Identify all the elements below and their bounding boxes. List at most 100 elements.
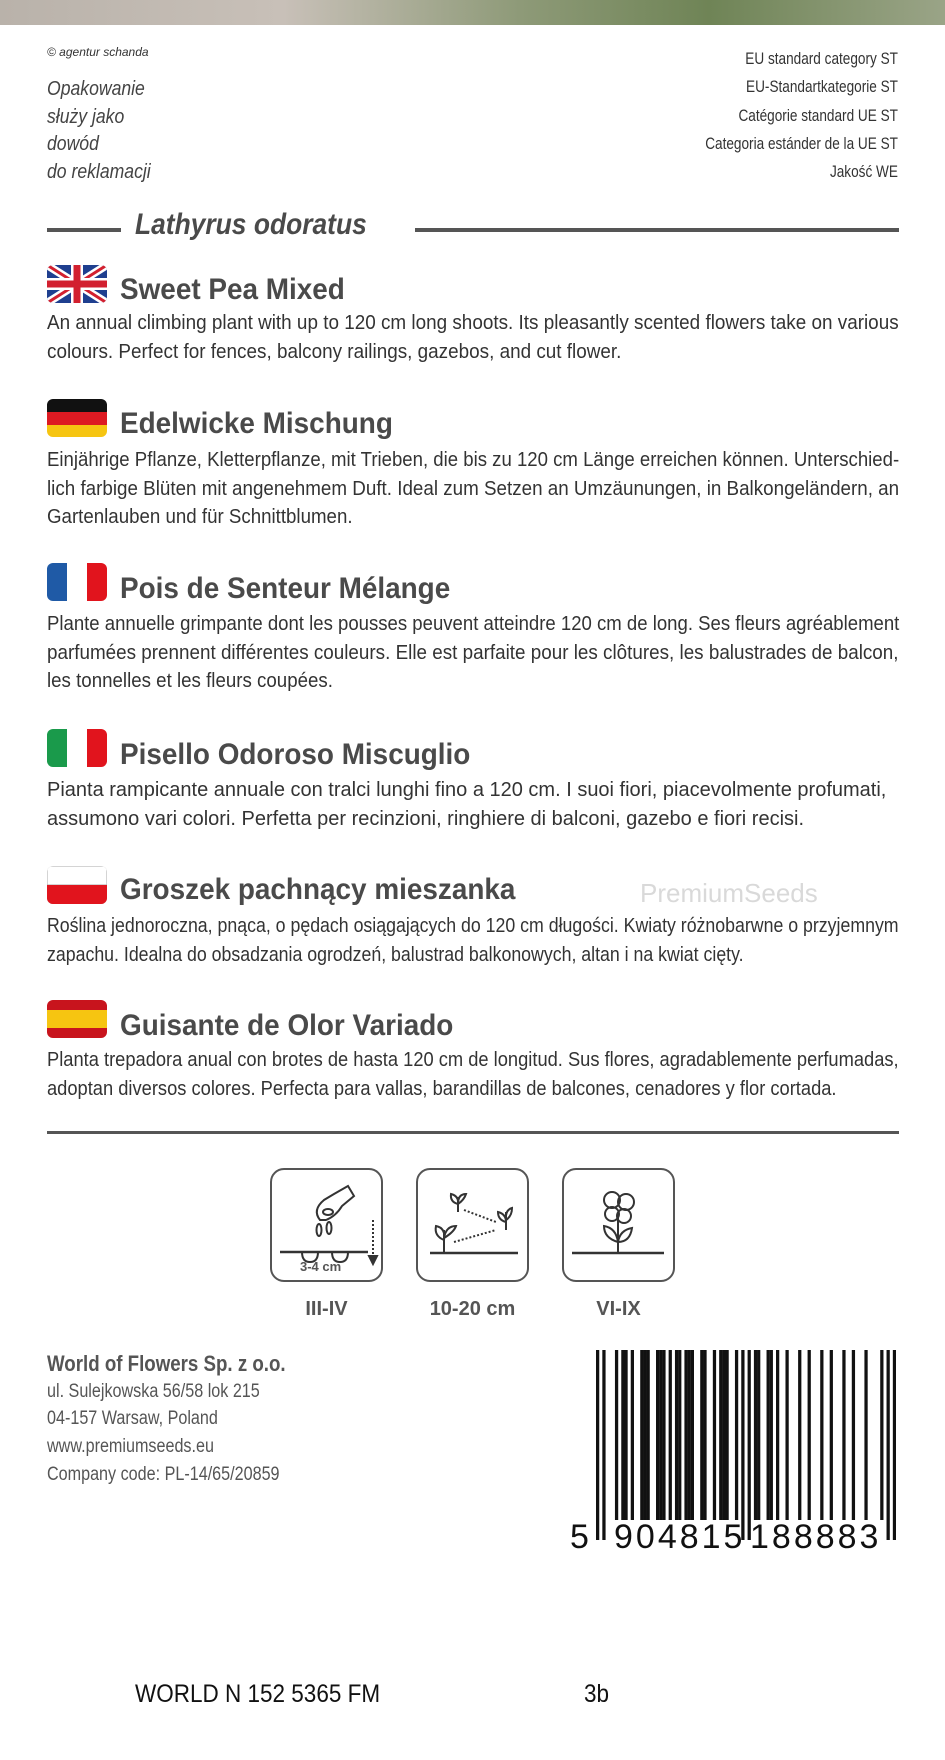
company-code: Company code: PL-14/65/20859	[47, 1463, 280, 1485]
complaint-note-line: Opakowanie	[47, 78, 145, 100]
section-title: Edelwicke Mischung	[120, 407, 393, 440]
barcode-bar	[719, 1350, 723, 1520]
section-body: Planta trepadora anual con brotes de has…	[47, 1046, 899, 1103]
complaint-note: Opakowanie służy jako dowód do reklamacj…	[47, 76, 151, 186]
barcode-bar	[614, 1350, 619, 1520]
barcode-bar	[886, 1350, 890, 1540]
eu-category-line: EU standard category ST	[745, 49, 898, 68]
body-line: Einjährige Pflanze, Kletterpflanze, mit …	[47, 449, 900, 471]
section-title: Sweet Pea Mixed	[120, 273, 345, 306]
section-title: Pisello Odoroso Miscuglio	[120, 738, 471, 771]
barcode-bar	[703, 1350, 707, 1520]
barcode-bar	[842, 1350, 846, 1520]
barcode-bar	[624, 1350, 628, 1520]
barcode-bar	[646, 1350, 650, 1520]
eu-category-line: EU-Standartkategorie ST	[746, 77, 898, 97]
barcode-bar	[643, 1350, 647, 1520]
section-body: Einjährige Pflanze, Kletterpflanze, mit …	[47, 446, 899, 532]
copyright-credit: © agentur schanda	[47, 45, 149, 59]
barcode-bar	[687, 1350, 691, 1520]
barcode-bar	[596, 1350, 600, 1540]
italy-flag-icon	[47, 729, 107, 767]
latin-name: Lathyrus odoratus	[135, 208, 367, 241]
section-title: Pois de Senteur Mélange	[120, 572, 451, 605]
body-line: Roślina jednoroczna, pnąca, o pędach osi…	[47, 915, 899, 937]
barcode-bar	[747, 1350, 751, 1540]
barcode-bar	[712, 1350, 717, 1520]
sowing-period: III-IV	[305, 1298, 348, 1320]
body-line: colours. Perfect for fences, balcony rai…	[47, 340, 622, 363]
company-street: ul. Sulejkowska 56/58 lok 215	[47, 1380, 260, 1402]
complaint-note-line: dowód	[47, 133, 99, 155]
barcode-bar	[766, 1350, 770, 1520]
section-title: Groszek pachnący mieszanka	[120, 873, 516, 906]
body-line: zapachu. Idealna do obsadzania ogrodzeń,…	[47, 943, 744, 966]
divider-left	[47, 228, 121, 232]
barcode-bar	[785, 1350, 789, 1520]
company-city: 04-157 Warsaw, Poland	[47, 1408, 218, 1430]
body-line: Pianta rampicante annuale con tralci lun…	[47, 779, 887, 801]
body-line: lich farbige Blüten mit angenehmem Duft.…	[47, 477, 900, 500]
complaint-note-line: służy jako	[47, 105, 125, 128]
barcode-bar	[851, 1350, 856, 1520]
body-line: parfumées prennent différentes couleurs.…	[47, 641, 899, 664]
barcode-bar	[684, 1350, 688, 1520]
section-body: Roślina jednoroczna, pnąca, o pędach osi…	[47, 912, 899, 969]
print-code: WORLD N 152 5365 FM	[135, 1680, 381, 1708]
eu-category-line: Categoria estánder de la UE ST	[705, 133, 898, 153]
poland-flag-icon	[47, 866, 107, 904]
section-divider	[47, 1131, 899, 1134]
barcode-bar	[725, 1350, 729, 1520]
company-info: World of Flowers Sp. z o.o. ul. Sulejkow…	[47, 1350, 286, 1489]
watermark: PremiumSeeds	[640, 878, 818, 908]
barcode-bar	[820, 1350, 824, 1520]
barcode-bar	[829, 1350, 833, 1520]
divider-right	[415, 228, 899, 232]
barcode-bar	[880, 1350, 884, 1520]
complaint-note-line: do reklamacji	[47, 160, 151, 183]
barcode-bar	[753, 1350, 758, 1520]
uk-flag-icon	[47, 265, 107, 303]
barcode-right-digits: 188883	[750, 1518, 882, 1556]
barcode-bar	[700, 1350, 704, 1520]
barcode-bar	[864, 1350, 868, 1520]
flowering-plant-icon	[562, 1168, 675, 1282]
eu-category-line: Catégorie standard UE ST	[738, 105, 898, 125]
section-title: Guisante de Olor Variado	[120, 1009, 454, 1042]
barcode-bar	[807, 1350, 811, 1520]
eu-category-line: Jakość WE	[829, 162, 898, 182]
barcode-bar	[630, 1350, 634, 1520]
sowing-depth: 3-4 cm	[300, 1259, 342, 1274]
company-website[interactable]: www.premiumseeds.eu	[47, 1436, 214, 1458]
body-line: An annual climbing plant with up to 120 …	[47, 312, 899, 334]
barcode-bar	[656, 1350, 660, 1520]
barcode-bar	[776, 1350, 780, 1520]
barcode-bar	[722, 1350, 726, 1520]
barcode-bar	[640, 1350, 644, 1520]
germany-flag-icon	[47, 399, 107, 437]
body-line: Plante annuelle grimpante dont les pouss…	[47, 613, 900, 635]
barcode-bar	[674, 1350, 679, 1520]
company-name: World of Flowers Sp. z o.o.	[47, 1351, 286, 1376]
ean-barcode: 5 904815 188883	[570, 1350, 897, 1565]
barcode-bar	[892, 1350, 897, 1540]
plant-spacing: 10-20 cm	[429, 1298, 516, 1320]
barcode-bar	[602, 1350, 606, 1540]
body-line: Planta trepadora anual con brotes de has…	[47, 1049, 899, 1071]
barcode-bar	[668, 1350, 672, 1520]
section-body: An annual climbing plant with up to 120 …	[47, 309, 899, 366]
barcode-bar	[769, 1350, 773, 1520]
barcode-bar	[734, 1350, 739, 1520]
plant-spacing-icon	[416, 1168, 529, 1282]
flowering-period: VI-IX	[596, 1298, 641, 1320]
spain-flag-icon	[47, 1000, 107, 1038]
sowing-hand-icon: 3-4 cm	[270, 1168, 383, 1282]
barcode-bar	[757, 1350, 761, 1520]
body-line: adoptan diversos colores. Perfecta para …	[47, 1077, 837, 1100]
section-body: Plante annuelle grimpante dont les pouss…	[47, 610, 899, 696]
barcode-bar	[678, 1350, 682, 1520]
france-flag-icon	[47, 563, 107, 601]
barcode-left-digits: 904815	[614, 1518, 746, 1556]
body-line: Gartenlauben und für Schnittblumen.	[47, 506, 353, 528]
barcode-bar	[741, 1350, 745, 1540]
